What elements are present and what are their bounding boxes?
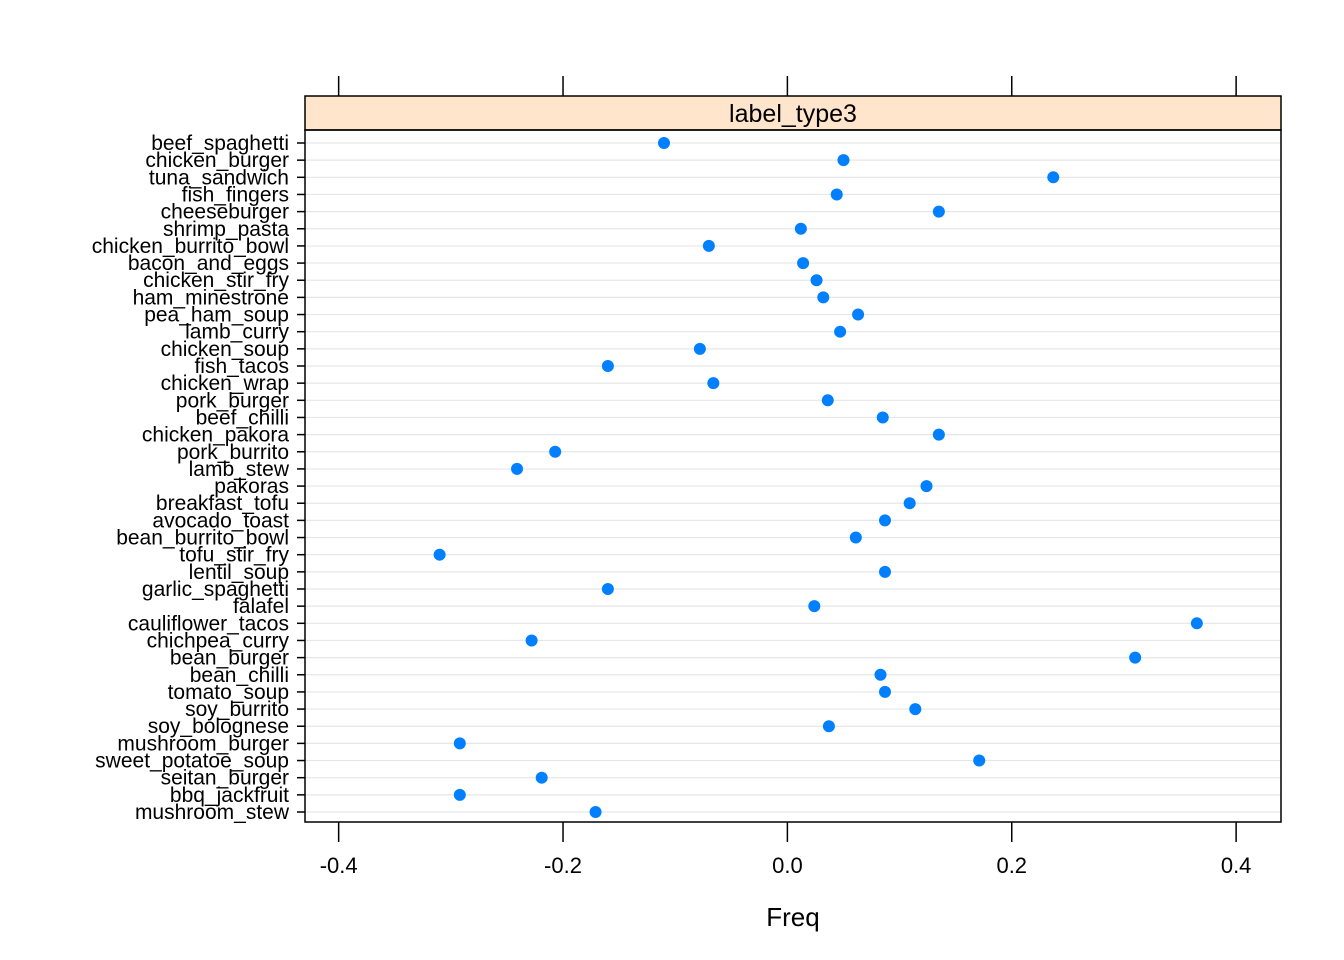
grid-lines	[305, 142, 1281, 813]
data-point	[878, 685, 891, 698]
category-label: bacon_and_eggs	[128, 252, 289, 275]
left-axis-ticks	[297, 142, 305, 813]
category-label: tofu_stir_fry	[179, 544, 289, 567]
data-point	[932, 205, 945, 218]
category-label: fish_fingers	[182, 183, 289, 206]
data-point	[837, 154, 850, 167]
category-label: beef_spaghetti	[151, 132, 289, 155]
data-points	[433, 137, 1203, 818]
data-point	[808, 600, 821, 613]
data-point	[525, 634, 538, 647]
category-label: mushroom_burger	[117, 732, 289, 755]
category-label: ham_minestrone	[133, 286, 289, 309]
panel-frame	[304, 129, 1282, 823]
data-point	[920, 480, 933, 493]
data-point	[932, 428, 945, 441]
category-label: pork_burger	[176, 389, 289, 412]
data-point	[589, 806, 602, 818]
category-label: chicken_stir_fry	[143, 269, 289, 292]
x-tick-label: 0.4	[1221, 853, 1252, 878]
x-tick-label: -0.2	[544, 853, 582, 878]
data-point	[1129, 651, 1142, 664]
category-label: beef_chilli	[196, 406, 289, 429]
data-point	[817, 291, 830, 304]
data-point	[657, 137, 670, 149]
data-point	[535, 771, 548, 784]
data-point	[830, 188, 843, 201]
data-point	[794, 222, 807, 235]
category-label: chichpea_curry	[147, 629, 290, 652]
data-point	[511, 462, 524, 475]
data-point	[852, 308, 865, 321]
data-point	[909, 703, 922, 716]
category-label: chicken_soup	[161, 338, 289, 361]
data-point	[707, 377, 720, 390]
data-point	[821, 394, 834, 407]
category-labels: beef_spaghettichicken_burgertuna_sandwic…	[92, 132, 290, 824]
data-point	[1047, 171, 1060, 184]
data-point	[834, 325, 847, 338]
category-label: cheeseburger	[161, 201, 289, 224]
data-point	[549, 445, 562, 458]
category-label: mushroom_stew	[135, 801, 290, 824]
category-label: tuna_sandwich	[149, 166, 289, 189]
x-tick-labels: -0.4 -0.2 0.0 0.2 0.4	[320, 853, 1252, 878]
category-label: breakfast_tofu	[156, 492, 289, 515]
data-point	[878, 514, 891, 527]
category-label: pork_burrito	[177, 441, 289, 464]
category-label: seitan_burger	[161, 767, 289, 790]
x-tick-label: 0.0	[772, 853, 803, 878]
category-label: bbq_jackfruit	[170, 784, 289, 807]
panel-strip	[304, 95, 1282, 131]
category-label: sweet_potatoe_soup	[95, 750, 289, 773]
data-point	[797, 257, 810, 270]
panel-strip-label: label_type3	[729, 100, 857, 128]
bottom-axis-ticks	[337, 822, 1237, 842]
category-label: soy_burrito	[185, 698, 289, 721]
category-label: lentil_soup	[189, 561, 289, 584]
data-point	[973, 754, 986, 767]
data-point	[874, 668, 887, 681]
category-label: bean_chilli	[190, 664, 289, 687]
category-label: shrimp_pasta	[163, 218, 289, 241]
category-label: fish_tacos	[194, 355, 289, 378]
category-label: avocado_toast	[152, 509, 289, 532]
category-label: garlic_spaghetti	[142, 578, 289, 601]
data-point	[878, 565, 891, 578]
data-point	[601, 360, 614, 372]
data-point	[453, 788, 466, 801]
x-tick-label: -0.4	[320, 853, 358, 878]
category-label: falafel	[233, 595, 289, 618]
data-point	[849, 531, 862, 544]
category-label: chicken_pakora	[142, 424, 289, 447]
category-label: cauliflower_tacos	[128, 612, 289, 635]
category-label: pakoras	[214, 475, 289, 498]
data-point	[903, 497, 916, 510]
data-point	[822, 720, 835, 733]
x-axis-title: Freq	[766, 902, 819, 932]
data-point	[693, 342, 706, 355]
category-label: soy_bolognese	[148, 715, 289, 738]
category-label: lamb_stew	[189, 458, 290, 481]
category-label: chicken_burrito_bowl	[92, 235, 289, 258]
category-label: pea_ham_soup	[144, 304, 289, 327]
top-axis-ticks	[337, 76, 1237, 96]
data-point	[601, 583, 614, 595]
data-point	[1190, 617, 1203, 630]
data-point	[876, 411, 889, 424]
x-tick-label: 0.2	[996, 853, 1027, 878]
category-label: chicken_burger	[145, 149, 289, 172]
data-point	[810, 274, 823, 287]
category-label: chicken_wrap	[161, 372, 289, 395]
data-point	[702, 239, 715, 252]
data-point	[453, 737, 466, 750]
data-point	[433, 548, 446, 561]
category-label: lamb_curry	[185, 321, 289, 344]
category-label: bean_burrito_bowl	[116, 527, 289, 550]
category-label: bean_burger	[170, 647, 289, 670]
category-label: tomato_soup	[168, 681, 289, 704]
